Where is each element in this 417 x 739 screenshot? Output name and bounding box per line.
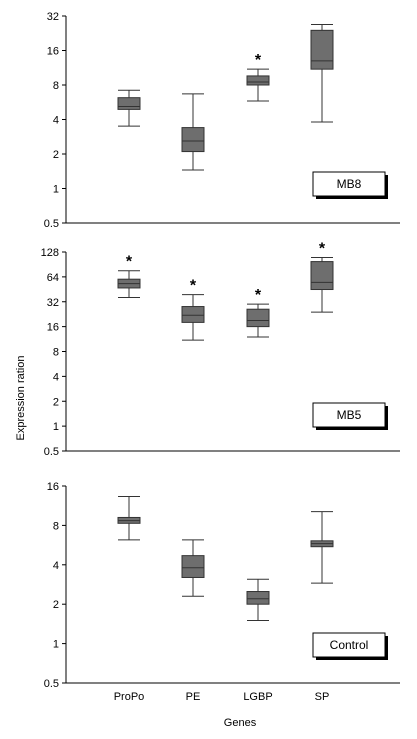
- y-tick-label: 8: [53, 80, 59, 92]
- y-tick-label: 4: [53, 560, 59, 572]
- y-tick-label: 16: [47, 322, 59, 334]
- x-tick-label: ProPo: [114, 691, 145, 703]
- y-tick-label: 8: [53, 347, 59, 359]
- x-tick-label: PE: [186, 691, 201, 703]
- box-iqr: [310, 261, 334, 291]
- y-tick-label: 0.5: [44, 678, 59, 690]
- box-propo: [117, 496, 141, 541]
- panel-label-box: [312, 171, 386, 197]
- box-sp: *: [310, 240, 334, 313]
- box-sp: [310, 23, 334, 123]
- y-tick-label: 1: [53, 184, 59, 196]
- y-tick-label: 128: [41, 247, 59, 259]
- box-iqr: [310, 29, 334, 70]
- box-propo: *: [117, 254, 141, 299]
- significance-marker: *: [319, 240, 326, 257]
- panel-label: MB5: [337, 408, 362, 422]
- box-pe: *: [181, 278, 205, 341]
- panel-label: MB8: [337, 177, 362, 191]
- x-axis-label: Genes: [224, 717, 257, 729]
- y-tick-label: 16: [47, 481, 59, 493]
- panel-control: 0.5 1 2 4 8 16 Control ProPo PE LGBP SP: [44, 481, 400, 703]
- box-iqr: [181, 127, 205, 153]
- y-tick-label: 2: [53, 599, 59, 611]
- y-tick-label: 64: [47, 272, 59, 284]
- y-tick-label: 1: [53, 421, 59, 433]
- y-tick-label: 4: [53, 371, 59, 383]
- panel-label: Control: [330, 638, 369, 652]
- panel-mb8: 0.5 1 2 4 8 16 32 * MB8: [44, 11, 400, 230]
- box-sp: [310, 511, 334, 584]
- x-tick-label: LGBP: [243, 691, 272, 703]
- box-iqr: [246, 75, 270, 86]
- y-tick-label: 2: [53, 149, 59, 161]
- significance-marker: *: [255, 52, 262, 69]
- box-iqr: [181, 306, 205, 323]
- box-iqr: [181, 555, 205, 578]
- panel-mb5: 0.5 1 2 4 8 16 32 64 128 * * * * MB5: [41, 240, 400, 458]
- y-axis-label: Expression ration: [15, 356, 27, 441]
- box-lgbp: [246, 578, 270, 622]
- box-pe: [181, 93, 205, 171]
- panel-label-box: [312, 402, 386, 428]
- significance-marker: *: [190, 278, 197, 295]
- y-tick-label: 4: [53, 115, 59, 127]
- box-pe: [181, 539, 205, 597]
- significance-marker: *: [255, 287, 262, 304]
- box-lgbp: *: [246, 287, 270, 338]
- x-tick-label: SP: [315, 691, 330, 703]
- significance-marker: *: [126, 254, 133, 271]
- y-tick-label: 16: [47, 46, 59, 58]
- box-iqr: [246, 591, 270, 605]
- y-tick-label: 1: [53, 639, 59, 651]
- y-tick-label: 0.5: [44, 446, 59, 458]
- panel-label-box: [312, 632, 386, 658]
- y-tick-label: 32: [47, 11, 59, 23]
- box-iqr: [246, 308, 270, 328]
- y-tick-label: 2: [53, 396, 59, 408]
- box-propo: [117, 89, 141, 127]
- y-tick-label: 8: [53, 520, 59, 532]
- y-tick-label: 32: [47, 297, 59, 309]
- box-lgbp: *: [246, 52, 270, 102]
- box-iqr: [117, 97, 141, 110]
- y-tick-label: 0.5: [44, 218, 59, 230]
